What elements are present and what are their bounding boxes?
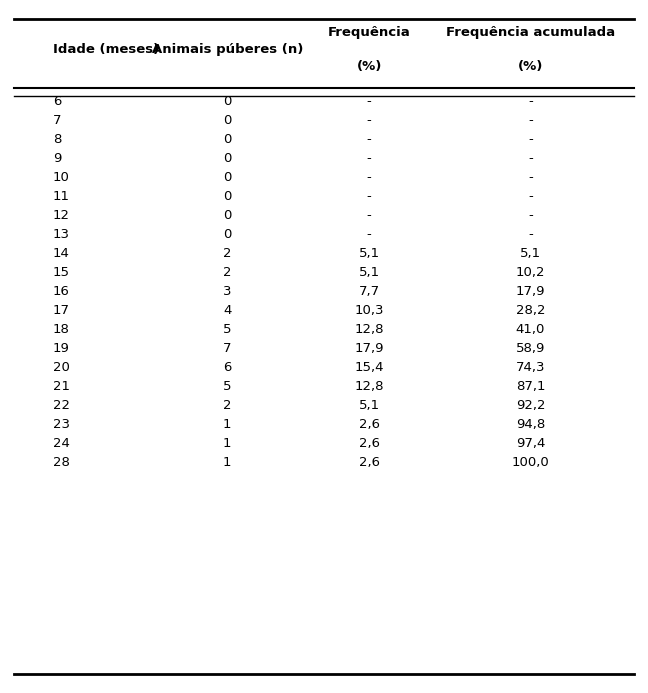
Text: 5,1: 5,1 [358,247,380,260]
Text: 15: 15 [53,266,70,279]
Text: -: - [528,190,533,203]
Text: 92,2: 92,2 [516,398,545,412]
Text: 97,4: 97,4 [516,437,545,450]
Text: 10,3: 10,3 [354,304,384,317]
Text: 2: 2 [223,398,231,412]
Text: 7: 7 [53,114,62,127]
Text: 2,6: 2,6 [358,437,380,450]
Text: 12,8: 12,8 [354,380,384,393]
Text: -: - [367,152,371,165]
Text: Frequência: Frequência [328,26,411,39]
Text: -: - [528,95,533,108]
Text: 6: 6 [223,361,231,374]
Text: 20: 20 [53,361,70,374]
Text: -: - [367,95,371,108]
Text: -: - [367,133,371,146]
Text: 6: 6 [53,95,62,108]
Text: 15,4: 15,4 [354,361,384,374]
Text: 2,6: 2,6 [358,455,380,468]
Text: -: - [367,209,371,222]
Text: 74,3: 74,3 [516,361,545,374]
Text: (%): (%) [518,60,543,73]
Text: 24: 24 [53,437,70,450]
Text: 28: 28 [53,455,70,468]
Text: 1: 1 [223,455,231,468]
Text: 5,1: 5,1 [358,266,380,279]
Text: 17: 17 [53,304,70,317]
Text: 3: 3 [223,285,231,298]
Text: 0: 0 [223,190,231,203]
Text: 87,1: 87,1 [516,380,545,393]
Text: 58,9: 58,9 [516,342,545,355]
Text: 23: 23 [53,418,70,430]
Text: 10,2: 10,2 [516,266,545,279]
Text: -: - [528,228,533,241]
Text: 2,6: 2,6 [358,418,380,430]
Text: 12: 12 [53,209,70,222]
Text: 16: 16 [53,285,70,298]
Text: 0: 0 [223,171,231,184]
Text: 17,9: 17,9 [516,285,545,298]
Text: 7: 7 [223,342,231,355]
Text: 94,8: 94,8 [516,418,545,430]
Text: 4: 4 [223,304,231,317]
Text: 7,7: 7,7 [358,285,380,298]
Text: 12,8: 12,8 [354,323,384,335]
Text: Animais púberes (n): Animais púberes (n) [152,43,303,56]
Text: 9: 9 [53,152,62,165]
Text: 10: 10 [53,171,70,184]
Text: 1: 1 [223,418,231,430]
Text: 11: 11 [53,190,70,203]
Text: 0: 0 [223,95,231,108]
Text: 18: 18 [53,323,70,335]
Text: 0: 0 [223,133,231,146]
Text: 5: 5 [223,323,231,335]
Text: 17,9: 17,9 [354,342,384,355]
Text: 0: 0 [223,114,231,127]
Text: Frequência acumulada: Frequência acumulada [446,26,615,39]
Text: -: - [367,190,371,203]
Text: 0: 0 [223,228,231,241]
Text: -: - [367,114,371,127]
Text: 13: 13 [53,228,70,241]
Text: 21: 21 [53,380,70,393]
Text: 0: 0 [223,152,231,165]
Text: -: - [367,171,371,184]
Text: 8: 8 [53,133,62,146]
Text: 5,1: 5,1 [358,398,380,412]
Text: -: - [528,171,533,184]
Text: (%): (%) [356,60,382,73]
Text: -: - [367,228,371,241]
Text: 100,0: 100,0 [512,455,550,468]
Text: 14: 14 [53,247,70,260]
Text: -: - [528,114,533,127]
Text: 1: 1 [223,437,231,450]
Text: 2: 2 [223,266,231,279]
Text: Idade (meses): Idade (meses) [53,43,159,56]
Text: -: - [528,133,533,146]
Text: 5: 5 [223,380,231,393]
Text: 19: 19 [53,342,70,355]
Text: 41,0: 41,0 [516,323,545,335]
Text: -: - [528,152,533,165]
Text: 28,2: 28,2 [516,304,545,317]
Text: 5,1: 5,1 [520,247,541,260]
Text: 22: 22 [53,398,70,412]
Text: 2: 2 [223,247,231,260]
Text: 0: 0 [223,209,231,222]
Text: -: - [528,209,533,222]
